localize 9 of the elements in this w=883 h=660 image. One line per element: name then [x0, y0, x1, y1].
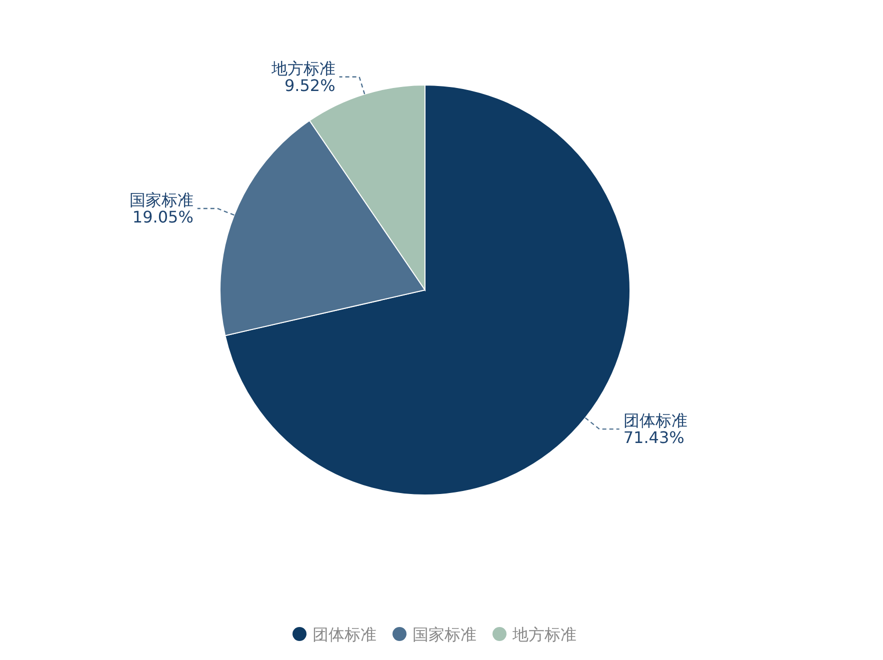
legend-label: 地方标准: [512, 625, 576, 644]
slice-label: 团体标准: [623, 411, 688, 430]
legend-label: 团体标准: [312, 625, 376, 644]
data-label: 71.43%: [623, 428, 684, 448]
legend-label: 国家标准: [412, 625, 476, 644]
data-label: 19.05%: [132, 207, 194, 226]
slice-label: 国家标准: [129, 190, 194, 210]
data-label: 9.52%: [284, 76, 336, 95]
slice-label: 地方标准: [270, 58, 336, 78]
